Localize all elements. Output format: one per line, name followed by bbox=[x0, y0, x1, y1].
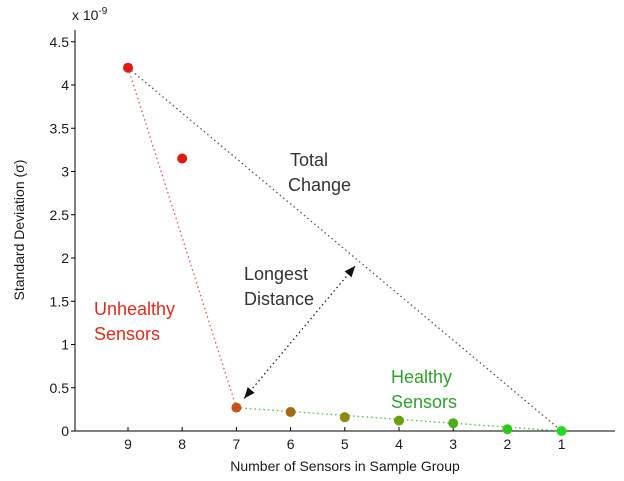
y-tick-label: 3.5 bbox=[50, 120, 70, 136]
y-tick-label: 4.5 bbox=[50, 34, 70, 50]
x-tick-label: 9 bbox=[124, 436, 132, 452]
total-change-line bbox=[127, 67, 563, 432]
x-tick-label: 4 bbox=[395, 436, 403, 452]
annotation-longest-distance-line2: Distance bbox=[244, 289, 314, 309]
exponent-label: x 10-9 bbox=[72, 6, 108, 23]
y-axis-title: Standard Deviation (σ) bbox=[11, 160, 27, 301]
annotation-total-change-line2: Change bbox=[288, 175, 351, 195]
y-tick-label: 1 bbox=[61, 337, 69, 353]
y-tick-label: 4 bbox=[61, 77, 69, 93]
unhealthy-trend-line bbox=[127, 67, 238, 408]
arrowhead-lower bbox=[244, 387, 255, 399]
annotation-longest-distance-line1: Longest bbox=[244, 264, 308, 284]
data-point bbox=[123, 62, 133, 73]
data-point bbox=[285, 406, 296, 417]
annotation-healthy-sensors: Healthy Sensors bbox=[391, 367, 457, 412]
annotation-healthy-line2: Sensors bbox=[391, 392, 457, 412]
annotation-unhealthy-line1: Unhealthy bbox=[94, 299, 175, 319]
y-tick-label: 2 bbox=[61, 250, 69, 266]
x-tick-label: 7 bbox=[233, 436, 241, 452]
y-tick-label: 0.5 bbox=[50, 380, 70, 396]
x-tick-label: 3 bbox=[449, 436, 457, 452]
y-tick-label: 2.5 bbox=[50, 207, 70, 223]
data-point bbox=[177, 153, 188, 164]
annotation-total-change: Total Change bbox=[288, 150, 351, 195]
longest-distance-arrow-line bbox=[243, 265, 356, 399]
data-point bbox=[448, 418, 459, 429]
annotation-unhealthy-sensors: Unhealthy Sensors bbox=[94, 299, 175, 344]
y-tick-label: 0 bbox=[61, 423, 69, 439]
x-tick-label: 2 bbox=[504, 436, 512, 452]
annotation-healthy-line1: Healthy bbox=[391, 367, 452, 387]
x-axis-title: Number of Sensors in Sample Group bbox=[230, 458, 460, 474]
x-tick-label: 1 bbox=[558, 436, 566, 452]
arrowhead-upper bbox=[344, 265, 356, 278]
data-point bbox=[339, 412, 350, 423]
x-tick-label: 5 bbox=[341, 436, 349, 452]
x-tick-label: 6 bbox=[287, 436, 295, 452]
data-point bbox=[231, 402, 242, 413]
data-point bbox=[556, 426, 567, 436]
x-tick-label: 8 bbox=[178, 436, 186, 452]
data-point bbox=[394, 415, 404, 426]
annotation-total-change-line1: Total bbox=[290, 150, 328, 170]
annotation-unhealthy-line2: Sensors bbox=[94, 324, 160, 344]
y-tick-label: 3 bbox=[61, 164, 69, 180]
annotation-longest-distance: Longest Distance bbox=[244, 264, 314, 309]
y-tick-label: 1.5 bbox=[50, 293, 70, 309]
data-point bbox=[502, 424, 513, 435]
